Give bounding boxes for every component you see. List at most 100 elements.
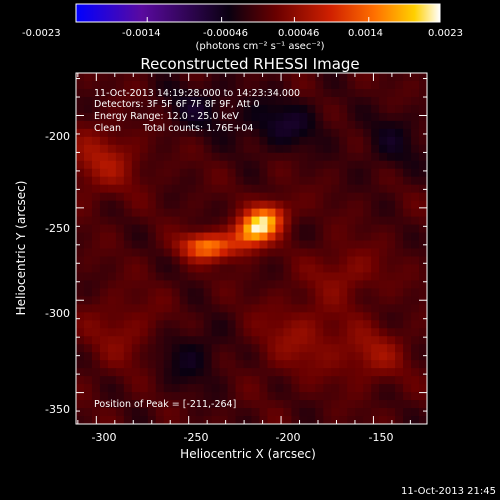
heatmap-cell [267, 344, 276, 353]
heatmap-cell [251, 344, 260, 353]
heatmap-cell [267, 288, 276, 297]
heatmap-cell [283, 112, 292, 122]
heatmap-cell [291, 96, 300, 106]
heatmap-cell [395, 232, 404, 241]
heatmap-cell [195, 240, 205, 249]
heatmap-cell [83, 224, 93, 233]
heatmap-cell [115, 352, 125, 361]
heatmap-cell [379, 152, 388, 162]
heatmap-cell [275, 160, 284, 170]
heatmap-cell [123, 112, 133, 122]
heatmap-cell [155, 200, 165, 210]
heatmap-cell [76, 120, 85, 130]
heatmap-cell [315, 272, 324, 281]
heatmap-cell [195, 216, 205, 225]
heatmap-cell [411, 264, 420, 273]
heatmap-cell [155, 73, 165, 82]
heatmap-cell [387, 112, 396, 122]
heatmap-cell [395, 344, 404, 353]
heatmap-cell [235, 280, 244, 289]
heatmap-cell [363, 312, 372, 321]
heatmap-cell [387, 280, 396, 289]
heatmap-cell [251, 136, 260, 146]
heatmap-cell [363, 96, 372, 106]
heatmap-cell [115, 200, 125, 210]
heatmap-cell [83, 384, 93, 393]
heatmap-cell [155, 408, 165, 417]
heatmap-cell [395, 328, 404, 337]
heatmap-cell [195, 128, 205, 138]
heatmap-cell [363, 216, 372, 225]
heatmap-cell [331, 216, 340, 225]
heatmap-cell [347, 320, 356, 329]
heatmap-cell [259, 320, 268, 329]
heatmap-cell [203, 328, 213, 337]
heatmap-cell [387, 88, 396, 98]
heatmap-cell [219, 328, 228, 337]
heatmap-cell [355, 208, 364, 217]
heatmap-cell [107, 160, 117, 170]
heatmap-cell [211, 112, 220, 122]
heatmap-cell [307, 408, 316, 417]
heatmap-cell [275, 296, 284, 305]
heatmap-cell [99, 184, 109, 194]
heatmap-cell [76, 344, 85, 353]
heatmap-cell [171, 73, 181, 82]
heatmap-cell [235, 176, 244, 186]
heatmap-cell [171, 296, 181, 305]
heatmap-cell [187, 96, 197, 106]
heatmap-cell [203, 152, 213, 162]
heatmap-cell [275, 400, 284, 409]
heatmap-cell [419, 80, 428, 90]
heatmap-cell [363, 264, 372, 273]
heatmap-cell [179, 256, 189, 265]
heatmap-cell [123, 128, 133, 138]
heatmap-cell [171, 376, 181, 385]
heatmap-cell [235, 360, 244, 369]
heatmap-cell [315, 168, 324, 178]
heatmap-cell [163, 296, 173, 305]
heatmap-cell [83, 104, 93, 114]
heatmap-cell [395, 208, 404, 217]
heatmap-cell [283, 280, 292, 289]
heatmap-cell [139, 208, 149, 217]
heatmap-cell [331, 120, 340, 130]
colorbar-tick-label: -0.0014 [122, 28, 161, 39]
heatmap-cell [203, 200, 213, 210]
heatmap-cell [115, 120, 125, 130]
heatmap-cell [283, 96, 292, 106]
heatmap-cell [211, 160, 220, 170]
heatmap-cell [179, 73, 189, 82]
heatmap-cell [115, 368, 125, 377]
heatmap-cell [195, 232, 205, 241]
heatmap-cell [411, 336, 420, 345]
heatmap-cell [131, 416, 141, 425]
heatmap-cell [371, 176, 380, 186]
x-tick-label: -200 [276, 431, 301, 444]
heatmap-cell [331, 336, 340, 345]
heatmap-cell [379, 368, 388, 377]
heatmap-cell [355, 104, 364, 114]
heatmap-cell [411, 176, 420, 186]
heatmap-cell [267, 296, 276, 305]
heatmap-cell [275, 408, 284, 417]
heatmap-cell [155, 184, 165, 194]
heatmap-cell [347, 128, 356, 138]
heatmap-cell [235, 272, 244, 281]
heatmap-cell [395, 136, 404, 146]
heatmap-cell [219, 400, 228, 409]
heatmap-cell [251, 392, 260, 401]
heatmap-cell [363, 168, 372, 178]
heatmap-cell [187, 376, 197, 385]
heatmap-cell [235, 408, 244, 417]
heatmap-cell [315, 160, 324, 170]
heatmap-cell [187, 288, 197, 297]
heatmap-cell [203, 320, 213, 329]
heatmap-cell [139, 416, 149, 425]
heatmap-cell [419, 288, 428, 297]
heatmap-cell [203, 272, 213, 281]
heatmap-cell [411, 296, 420, 305]
heatmap-cell [395, 248, 404, 257]
heatmap-cell [235, 184, 244, 194]
heatmap-cell [195, 168, 205, 178]
